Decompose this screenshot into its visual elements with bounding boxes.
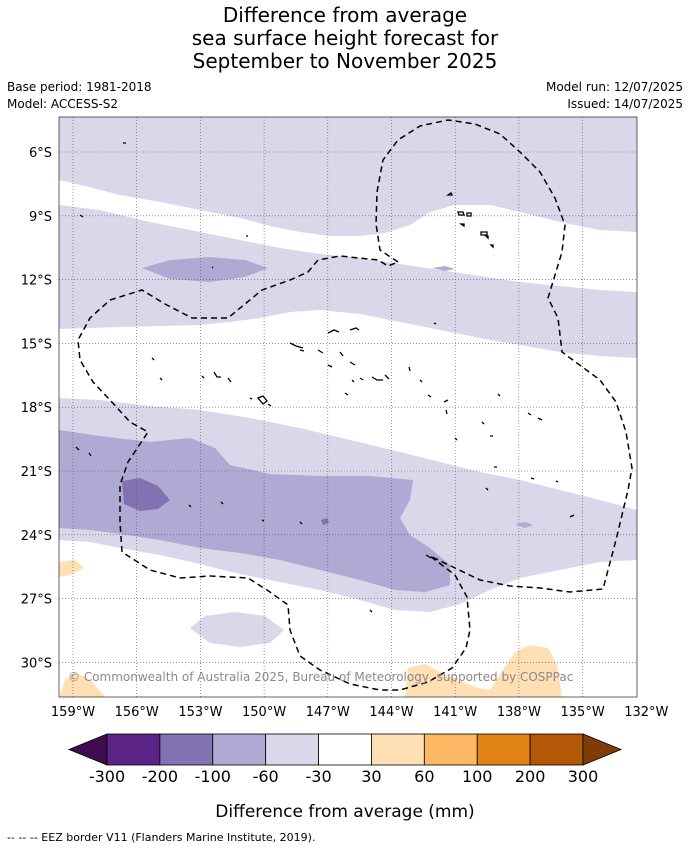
- lat-tick-label: 18°S: [21, 401, 52, 416]
- anomaly-region-medium-south: [59, 430, 450, 592]
- eez-border: [77, 119, 633, 691]
- island-group-tuamotu: [289, 322, 449, 415]
- lon-tick-label: 156°W: [115, 705, 159, 720]
- anomaly-region-light-north: [59, 117, 637, 236]
- lat-tick-label: 27°S: [21, 593, 52, 608]
- lon-tick-label: 138°W: [497, 705, 541, 720]
- anomaly-region-positive-south: [405, 645, 562, 697]
- lat-tick-label: 24°S: [21, 529, 52, 544]
- lon-tick-label: 150°W: [242, 705, 286, 720]
- anomaly-region-medium-tongue: [432, 266, 455, 271]
- copyright-notice: © Commonwealth of Australia 2025, Bureau…: [68, 670, 573, 684]
- colorbar-tick-label: 300: [568, 767, 599, 786]
- colorbar-tick-label: -100: [195, 767, 231, 786]
- lat-tick-label: 6°S: [29, 146, 52, 161]
- anomaly-region-strong-spot: [321, 518, 329, 525]
- colorbar-segment: [159, 733, 214, 766]
- base-period: Base period: 1981-2018: [7, 80, 152, 94]
- lon-tick-label: 159°W: [51, 705, 95, 720]
- colorbar-segment: [318, 733, 372, 766]
- island-group-marquesas: [445, 192, 494, 249]
- colorbar: -300 -200 -100 -60 -30 30 60 100 200 300: [67, 733, 623, 786]
- colorbar-label: Difference from average (mm): [215, 802, 475, 822]
- colorbar-segment: [529, 733, 584, 766]
- title-line-2: sea surface height forecast for: [191, 26, 499, 50]
- colorbar-tick-label: -60: [253, 767, 279, 786]
- colorbar-tick-label: 100: [462, 767, 493, 786]
- map-panel: © Commonwealth of Australia 2025, Bureau…: [59, 117, 637, 697]
- colorbar-tick-label: -200: [142, 767, 178, 786]
- map-frame: [58, 116, 638, 698]
- colorbar-segment: [265, 733, 319, 766]
- model-name: Model: ACCESS-S2: [7, 97, 119, 111]
- colorbar-segment: [423, 733, 478, 766]
- colorbar-segment: [212, 733, 267, 766]
- map-title: Difference from average sea surface heig…: [0, 4, 690, 73]
- lat-tick-label: 21°S: [21, 465, 52, 480]
- islands: [75, 142, 575, 613]
- longitude-labels: 159°W 156°W 153°W 150°W 147°W 144°W 141°W 138°W…: [51, 705, 669, 720]
- latitude-labels: 6°S 9°S 12°S 15°S 18°S 21°S 24°S 27°S 30°S: [21, 146, 52, 671]
- issued-date: Issued: 14/07/2025: [567, 97, 683, 111]
- anomaly-region-light-southwest: [190, 612, 284, 647]
- colorbar-tick-label: -300: [89, 767, 125, 786]
- island-group-society: [151, 357, 272, 407]
- anomaly-region-medium-east: [515, 522, 533, 528]
- lon-tick-label: 135°W: [561, 705, 605, 720]
- lat-tick-label: 9°S: [29, 210, 52, 225]
- lon-tick-label: 141°W: [433, 705, 477, 720]
- colorbar-segment: [106, 733, 161, 766]
- lon-tick-label: 144°W: [369, 705, 413, 720]
- colorbar-extend-high: [582, 733, 623, 766]
- colorbar-tick-label: 200: [515, 767, 546, 786]
- title-line-1: Difference from average: [222, 3, 468, 27]
- meta-left: Base period: 1981-2018 Model: ACCESS-S2: [7, 79, 152, 113]
- colorbar-segment: [476, 733, 531, 766]
- footnote: -- -- -- EEZ border V11 (Flanders Marine…: [7, 831, 316, 844]
- anomaly-region-positive-west: [59, 560, 84, 577]
- title-line-3: September to November 2025: [192, 49, 498, 73]
- colorbar-extend-low: [67, 733, 108, 766]
- anomaly-region-light-middle: [59, 205, 637, 358]
- colorbar-tick-label: -30: [305, 767, 331, 786]
- island-group-austral: [75, 142, 575, 613]
- lon-tick-label: 153°W: [178, 705, 222, 720]
- lat-tick-label: 15°S: [21, 337, 52, 352]
- meta-right: Model run: 12/07/2025 Issued: 14/07/2025: [546, 79, 683, 113]
- anomaly-region-medium-north: [142, 257, 268, 282]
- colorbar-tick-label: 60: [414, 767, 434, 786]
- graticule: [59, 117, 637, 697]
- lat-tick-label: 12°S: [21, 274, 52, 289]
- lat-tick-label: 30°S: [21, 656, 52, 671]
- anomaly-region-positive-southwest: [59, 672, 105, 697]
- colorbar-tick-label: 30: [361, 767, 381, 786]
- model-run: Model run: 12/07/2025: [545, 80, 683, 94]
- lon-tick-label: 147°W: [306, 705, 350, 720]
- anomaly-region-strong: [122, 478, 170, 511]
- lon-tick-label: 132°W: [624, 705, 668, 720]
- colorbar-segment: [371, 733, 425, 766]
